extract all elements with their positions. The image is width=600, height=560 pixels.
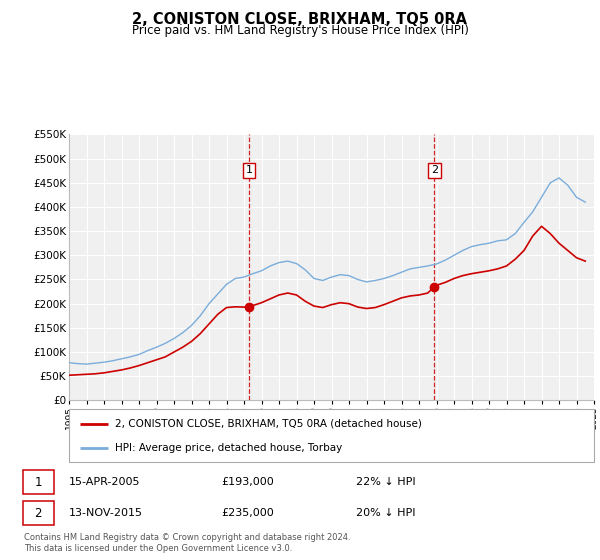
Text: £235,000: £235,000 [221,508,274,518]
Text: Price paid vs. HM Land Registry's House Price Index (HPI): Price paid vs. HM Land Registry's House … [131,24,469,37]
Text: 2, CONISTON CLOSE, BRIXHAM, TQ5 0RA: 2, CONISTON CLOSE, BRIXHAM, TQ5 0RA [133,12,467,27]
Text: 2, CONISTON CLOSE, BRIXHAM, TQ5 0RA (detached house): 2, CONISTON CLOSE, BRIXHAM, TQ5 0RA (det… [115,419,422,429]
Text: 2: 2 [34,507,42,520]
Text: 22% ↓ HPI: 22% ↓ HPI [356,477,416,487]
Text: 2: 2 [431,165,438,175]
FancyBboxPatch shape [23,470,53,494]
Text: £193,000: £193,000 [221,477,274,487]
Text: 15-APR-2005: 15-APR-2005 [69,477,140,487]
Text: Contains HM Land Registry data © Crown copyright and database right 2024.
This d: Contains HM Land Registry data © Crown c… [24,533,350,553]
Text: HPI: Average price, detached house, Torbay: HPI: Average price, detached house, Torb… [115,443,343,453]
FancyBboxPatch shape [23,501,53,525]
Text: 1: 1 [34,475,42,489]
Text: 1: 1 [245,165,253,175]
Text: 20% ↓ HPI: 20% ↓ HPI [356,508,416,518]
Text: 13-NOV-2015: 13-NOV-2015 [69,508,143,518]
